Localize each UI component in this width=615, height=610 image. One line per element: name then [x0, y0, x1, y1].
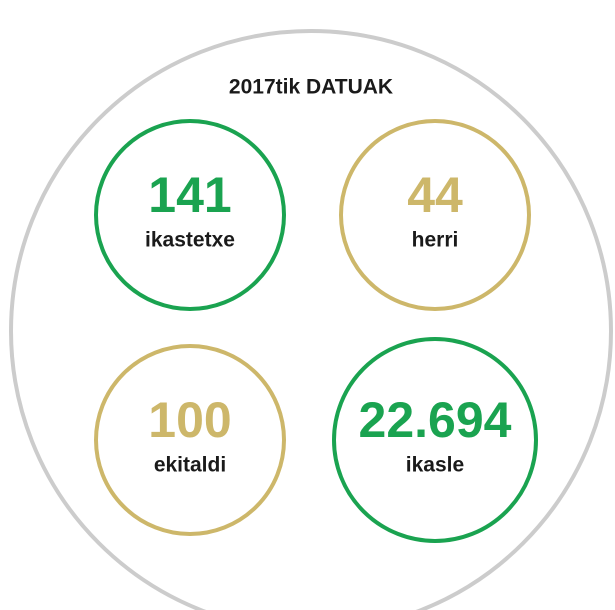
stat-value: 44 — [407, 167, 463, 223]
stat-label: ekitaldi — [154, 454, 226, 477]
stat-label: ikastetxe — [145, 229, 235, 252]
title: 2017tik DATUAK — [229, 76, 393, 99]
stat-circle — [332, 337, 538, 543]
stat-value: 141 — [148, 167, 231, 223]
stat-label: ikasle — [406, 454, 464, 477]
stat-circle — [94, 119, 286, 311]
stat-circle — [339, 119, 531, 311]
stat-circle — [94, 344, 286, 536]
outer-circle — [9, 29, 613, 610]
stat-value: 100 — [148, 392, 231, 448]
stat-value: 22.694 — [359, 392, 512, 448]
stat-label: herri — [412, 229, 459, 252]
